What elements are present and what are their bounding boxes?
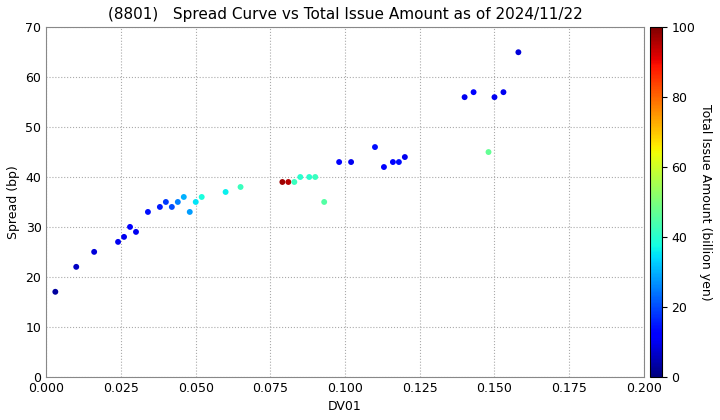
Point: [125, 223, 136, 230]
Point: [346, 159, 357, 165]
Point: [369, 144, 381, 150]
Point: [468, 89, 480, 95]
X-axis label: DV01: DV01: [328, 400, 362, 413]
Point: [459, 94, 470, 100]
Y-axis label: Spread (bp): Spread (bp): [7, 165, 20, 239]
Point: [166, 204, 178, 210]
Point: [498, 89, 509, 95]
Point: [393, 159, 405, 165]
Point: [160, 199, 171, 205]
Point: [310, 173, 321, 180]
Point: [196, 194, 207, 200]
Point: [333, 159, 345, 165]
Point: [378, 164, 390, 171]
Point: [276, 178, 288, 185]
Point: [482, 149, 494, 155]
Point: [71, 263, 82, 270]
Point: [304, 173, 315, 180]
Point: [130, 228, 142, 235]
Point: [172, 199, 184, 205]
Title: (8801)   Spread Curve vs Total Issue Amount as of 2024/11/22: (8801) Spread Curve vs Total Issue Amoun…: [108, 7, 582, 22]
Point: [282, 178, 294, 185]
Point: [50, 289, 61, 295]
Point: [190, 199, 202, 205]
Point: [118, 234, 130, 240]
Point: [142, 209, 153, 215]
Point: [294, 173, 306, 180]
Point: [178, 194, 189, 200]
Point: [318, 199, 330, 205]
Point: [513, 49, 524, 55]
Point: [184, 209, 196, 215]
Point: [220, 189, 231, 195]
Point: [112, 239, 124, 245]
Point: [89, 249, 100, 255]
Y-axis label: Total Issue Amount (billion yen): Total Issue Amount (billion yen): [699, 104, 712, 300]
Point: [387, 159, 399, 165]
Point: [289, 178, 300, 185]
Point: [235, 184, 246, 190]
Point: [399, 154, 410, 160]
Point: [154, 204, 166, 210]
Point: [489, 94, 500, 100]
